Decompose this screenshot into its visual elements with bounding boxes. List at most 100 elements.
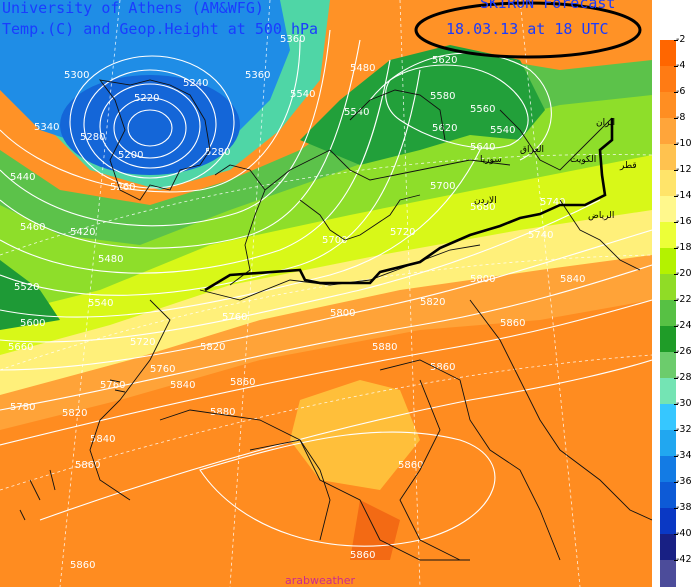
svg-text:5480: 5480 [350,63,375,74]
svg-text:5760: 5760 [150,364,175,375]
svg-text:5240: 5240 [183,78,208,89]
svg-text:5460: 5460 [20,222,45,233]
svg-text:5860: 5860 [70,560,95,571]
forecast-name: SKIRON Forecast [480,0,616,12]
svg-text:5340: 5340 [34,122,59,133]
svg-text:5220: 5220 [134,93,159,104]
colorbar-tick [674,456,678,457]
colorbar-tick [674,170,678,171]
colorbar-tick [674,560,678,561]
svg-text:5540: 5540 [344,107,369,118]
svg-text:5660: 5660 [8,342,33,353]
colorbar-label: -26 [676,346,692,357]
cold-core [60,75,240,175]
svg-text:5540: 5540 [88,298,113,309]
colorbar-swatch [660,430,676,457]
colorbar-swatch [660,456,676,483]
colorbar-swatch [660,40,676,67]
height-contours [0,29,652,547]
colorbar-label: -30 [676,398,692,409]
svg-text:5540: 5540 [490,125,515,136]
colorbar-swatch [660,534,676,561]
colorbar-swatch [660,66,676,93]
svg-text:5740: 5740 [540,197,565,208]
colorbar-swatch [660,170,676,197]
colorbar-tick [674,430,678,431]
colorbar-label: -10 [676,138,692,149]
colorbar-swatch [660,222,676,249]
colorbar-label: -12 [676,164,692,175]
svg-text:5480: 5480 [98,254,123,265]
colorbar-swatch [660,378,676,405]
colorbar-label: -16 [676,216,692,227]
svg-text:5820: 5820 [200,342,225,353]
place-label-iraq: العراق [520,145,544,155]
colorbar-tick [674,300,678,301]
svg-text:5720: 5720 [130,337,155,348]
colorbar-tick [674,326,678,327]
svg-text:5760: 5760 [100,380,125,391]
temperature-band-lime [0,150,652,355]
map-subtitle: Temp.(C) and Geop.Height at 500 hPa [2,20,319,38]
svg-text:5860: 5860 [350,550,375,561]
svg-text:5680: 5680 [470,202,495,213]
place-label-jordan: الاردن [474,196,497,206]
colorbar-swatch [660,326,676,353]
temperature-colorbar: -2 -4 -6 -8 -10 -12 -14 -16 -18 -20 -22 -24 -26 -28 -3… [658,34,700,587]
place-labels: ايران العراق سوريا الكويت قطر الرياض الا… [474,118,637,221]
svg-text:5860: 5860 [398,460,423,471]
weather-map: arabweather 5220 5200 5240 [0,0,652,587]
svg-text:5620: 5620 [432,123,457,134]
place-label-syria: سوريا [480,155,502,165]
temperature-band-green [0,90,652,315]
colorbar-tick [674,404,678,405]
svg-text:5840: 5840 [90,434,115,445]
contour-labels: 5220 5200 5240 5260 5280 5280 5300 5340 … [8,34,585,571]
colorbar-swatch [660,404,676,431]
svg-text:5700: 5700 [430,181,455,192]
colorbar-label: -18 [676,242,692,253]
svg-text:5860: 5860 [430,362,455,373]
svg-text:5260: 5260 [110,182,135,193]
colorbar-swatch [660,560,676,587]
colorbar-tick [674,248,678,249]
temperature-band-darkgreen [300,45,545,165]
colorbar-swatch [660,274,676,301]
colorbar-label: -20 [676,268,692,279]
svg-text:5800: 5800 [470,274,495,285]
svg-text:5440: 5440 [10,172,35,183]
colorbar-swatch [660,482,676,509]
svg-text:5300: 5300 [64,70,89,81]
svg-text:5640: 5640 [470,142,495,153]
svg-text:5880: 5880 [372,342,397,353]
colorbar-label: -28 [676,372,692,383]
colorbar-swatch [660,352,676,379]
colorbar-swatch [660,248,676,275]
colorbar-label: -6 [676,86,686,97]
colorbar-label: -42 [676,554,692,565]
colorbar-tick [674,534,678,535]
colorbar-tick [674,274,678,275]
svg-text:5740: 5740 [528,230,553,241]
colorbar-label: -14 [676,190,692,201]
svg-text:5760: 5760 [222,312,247,323]
colorbar-label: -36 [676,476,692,487]
svg-text:5580: 5580 [430,91,455,102]
bottom-watermark: arabweather [285,574,356,587]
colorbar-tick [674,92,678,93]
svg-text:5360: 5360 [245,70,270,81]
place-label-qatar: قطر [619,161,637,171]
coastlines [19,79,652,561]
colorbar-swatch [660,118,676,145]
place-label-riyadh: الرياض [588,211,614,221]
svg-text:5360: 5360 [280,34,305,45]
colorbar-tick [674,118,678,119]
svg-text:5880: 5880 [210,407,235,418]
region-boundary [204,118,614,292]
svg-text:5520: 5520 [14,282,39,293]
svg-text:5780: 5780 [10,402,35,413]
svg-text:5820: 5820 [420,297,445,308]
svg-text:5840: 5840 [170,380,195,391]
svg-text:5280: 5280 [205,147,230,158]
svg-text:5280: 5280 [80,132,105,143]
